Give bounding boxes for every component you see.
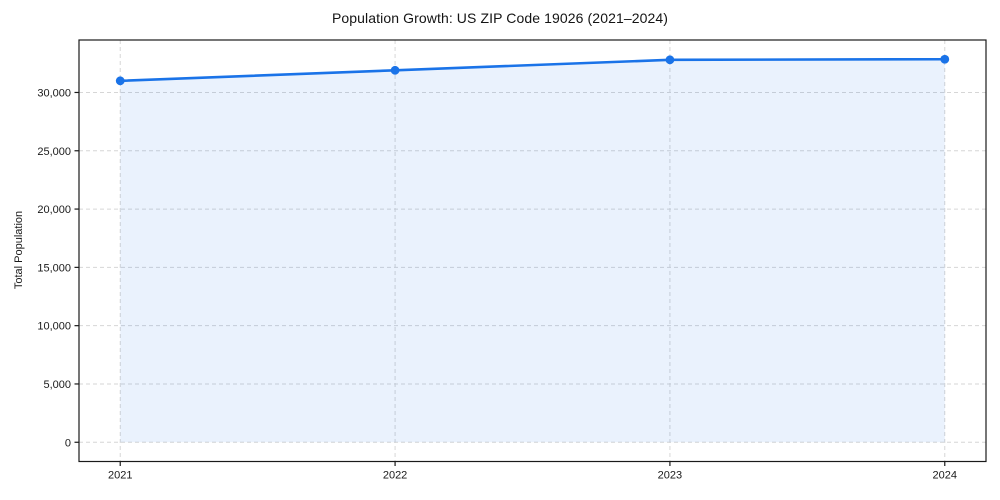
data-point-2024 xyxy=(940,54,950,64)
data-line xyxy=(118,57,947,83)
y-tick-label: 15,000 xyxy=(37,262,71,274)
y-tick-label: 30,000 xyxy=(37,87,71,99)
axes-spines xyxy=(78,39,987,463)
y-tick-label: 10,000 xyxy=(37,321,71,333)
y-tick-label: 20,000 xyxy=(37,204,71,216)
y-axis-label: Total Population xyxy=(13,210,25,290)
data-point-2022 xyxy=(390,65,400,75)
y-tick-label: 0 xyxy=(65,437,71,449)
y-tick-label: 25,000 xyxy=(37,146,71,158)
x-tick-label: 2022 xyxy=(383,470,407,482)
y-tick-label: 5,000 xyxy=(43,379,71,391)
x-tick-label: 2024 xyxy=(933,470,957,482)
chart-title: Population Growth: US ZIP Code 19026 (20… xyxy=(331,10,669,26)
data-point-2023 xyxy=(665,55,675,65)
gridlines xyxy=(79,40,986,462)
ticks: 0 5,000 10,000 15,000 20,000 25,000 30,000 2021… xyxy=(37,87,957,481)
data-point-2021 xyxy=(115,76,125,86)
area-fill xyxy=(120,59,945,443)
x-tick-label: 2023 xyxy=(658,470,682,482)
x-tick-label: 2021 xyxy=(108,470,132,482)
